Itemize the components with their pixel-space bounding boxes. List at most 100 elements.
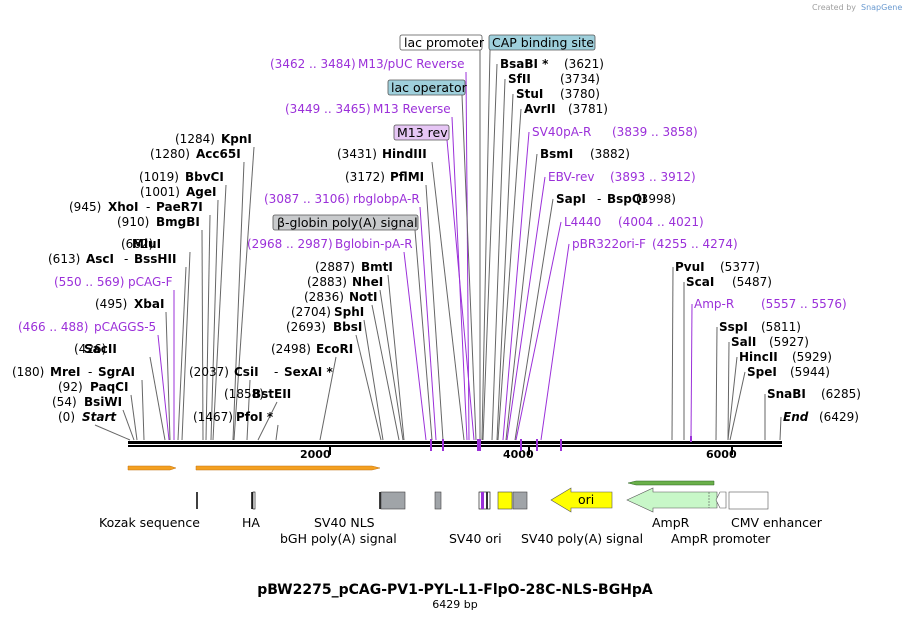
site-name-xbai[interactable]: XbaI: [134, 297, 164, 311]
site-name-stui[interactable]: StuI: [516, 87, 543, 101]
site-pos-scai[interactable]: (5487): [732, 275, 772, 289]
site-name-bmgbi[interactable]: BmgBI: [156, 215, 200, 229]
site-name-noti[interactable]: NotI: [349, 290, 378, 304]
site-name-sexai[interactable]: SexAI *: [284, 365, 333, 379]
site-name-sspi[interactable]: SspI: [719, 320, 748, 334]
site-name-sapi[interactable]: SapI: [556, 192, 586, 206]
site-name-hincii[interactable]: HincII: [739, 350, 778, 364]
site-name-m13-puc-reverse[interactable]: M13/pUC Reverse: [358, 57, 465, 71]
site-pos-sapi[interactable]: (3998): [636, 192, 676, 206]
bgh-polya-box[interactable]: [380, 491, 406, 510]
site-pos-ebv-rev[interactable]: (3893 .. 3912): [610, 170, 696, 184]
site-name-xhoi[interactable]: XhoI: [108, 200, 139, 214]
cmv-enhancer-box[interactable]: [728, 491, 769, 510]
site-pos-paqci[interactable]: (92): [58, 380, 83, 394]
beta-globin-box[interactable]: [272, 214, 419, 231]
site-name-bspqi[interactable]: BspQI: [607, 192, 647, 206]
site-pos-end[interactable]: (6429): [819, 410, 859, 424]
site-name-sphi[interactable]: SphI: [334, 305, 364, 319]
site-pos-sacii[interactable]: (426): [74, 342, 106, 356]
site-pos-m13-puc-reverse[interactable]: (3462 .. 3484): [270, 57, 356, 71]
site-name-sgrai[interactable]: SgrAI: [98, 365, 135, 379]
site-name-snabi[interactable]: SnaBI: [767, 387, 806, 401]
m13-rev-box[interactable]: [393, 124, 450, 141]
site-name-pflmi[interactable]: PflMI: [390, 170, 424, 184]
ori-arrow[interactable]: [550, 487, 613, 513]
site-pos-agei[interactable]: (1001): [140, 185, 180, 199]
site-name-paqci[interactable]: PaqCI: [90, 380, 128, 394]
site-pos-kpni[interactable]: (1284): [175, 132, 215, 146]
site-name-agei[interactable]: AgeI: [186, 185, 216, 199]
site-name-bsmi[interactable]: BsmI: [540, 147, 573, 161]
ampr-arrow[interactable]: [626, 487, 718, 513]
site-pos-bsmi[interactable]: (3882): [590, 147, 630, 161]
site-pos-bbsi[interactable]: (2693): [286, 320, 326, 334]
site-pos-sphi[interactable]: (2704): [291, 305, 331, 319]
site-name-ebv-rev[interactable]: EBV-rev: [548, 170, 594, 184]
site-pos-avrii[interactable]: (3781): [568, 102, 608, 116]
forward-feature-arrow[interactable]: [127, 465, 177, 471]
site-dash[interactable]: -: [124, 252, 128, 266]
credit-brand[interactable]: SnapGene: [861, 3, 902, 12]
site-dash[interactable]: -: [597, 192, 601, 206]
site-pos-m13-reverse[interactable]: (3449 .. 3465): [285, 102, 371, 116]
site-pos-snabi[interactable]: (6285): [821, 387, 861, 401]
site-name-pcaggs-5[interactable]: pCAGGS-5: [94, 320, 156, 334]
site-name-hindiii[interactable]: HindIII: [382, 147, 427, 161]
site-pos-spei[interactable]: (5944): [790, 365, 830, 379]
site-name-amp-r[interactable]: Amp-R: [694, 297, 734, 311]
sv40-ori-box[interactable]: [478, 491, 491, 510]
reverse-feature-arrow[interactable]: [627, 480, 715, 486]
site-pos-sfii[interactable]: (3734): [560, 72, 600, 86]
site-pos-l4440[interactable]: (4004 .. 4021): [618, 215, 704, 229]
site-name-rbglobpa-r[interactable]: rbglobpA-R: [353, 192, 420, 206]
site-name-paer7i[interactable]: PaeR7I: [156, 200, 203, 214]
site-pos-mrei[interactable]: (180): [12, 365, 44, 379]
site-name-bsabi[interactable]: BsaBI *: [500, 57, 549, 71]
site-pos-bbvci[interactable]: (1019): [139, 170, 179, 184]
sv40-promoter-box[interactable]: [497, 491, 513, 510]
site-name-sacii[interactable]: SacII: [84, 342, 117, 356]
beta-globin-polya-box[interactable]: [434, 491, 442, 510]
site-name-pfoi[interactable]: PfoI *: [236, 410, 274, 424]
lac-promoter-box[interactable]: [399, 34, 483, 51]
site-name-bsshii[interactable]: BssHII: [134, 252, 176, 266]
ha-box[interactable]: [252, 491, 256, 510]
site-name-scai[interactable]: ScaI: [686, 275, 714, 289]
site-pos-pvui[interactable]: (5377): [720, 260, 760, 274]
site-name-nhei[interactable]: NheI: [352, 275, 383, 289]
site-name-avrii[interactable]: AvrII: [524, 102, 556, 116]
site-pos-ecori[interactable]: (2498): [271, 342, 311, 356]
site-name-kpni[interactable]: KpnI: [221, 132, 252, 146]
site-pos-hindiii[interactable]: (3431): [337, 147, 377, 161]
site-name-mrei[interactable]: MreI: [50, 365, 80, 379]
site-name-bsiwi[interactable]: BsiWI: [84, 395, 122, 409]
site-name-l4440[interactable]: L4440: [564, 215, 601, 229]
cap-binding-site-box[interactable]: [488, 34, 596, 51]
site-pos-sali[interactable]: (5927): [769, 335, 809, 349]
site-name-bmti[interactable]: BmtI: [361, 260, 393, 274]
site-name-sali[interactable]: SalI: [731, 335, 756, 349]
site-pos-bsabi[interactable]: (3621): [564, 57, 604, 71]
site-pos-pflmi[interactable]: (3172): [345, 170, 385, 184]
site-pos-bsiwi[interactable]: (54): [52, 395, 77, 409]
site-name-asci[interactable]: AscI: [86, 252, 114, 266]
site-pos-sspi[interactable]: (5811): [761, 320, 801, 334]
site-name-start[interactable]: Start: [82, 410, 117, 424]
site-name-acc65i[interactable]: Acc65I: [196, 147, 241, 161]
site-pos-stui[interactable]: (3780): [560, 87, 600, 101]
site-pos-bmgbi[interactable]: (910): [117, 215, 149, 229]
site-name-m13-reverse[interactable]: M13 Reverse: [373, 102, 451, 116]
site-name-pbr322ori-f[interactable]: pBR322ori-F: [572, 237, 646, 251]
site-pos-bsteii[interactable]: (1858): [224, 387, 264, 401]
forward-feature-arrow[interactable]: [195, 465, 381, 471]
site-name-bbsi[interactable]: BbsI: [333, 320, 362, 334]
sv40-polya-box[interactable]: [512, 491, 528, 510]
site-name-mlui[interactable]: MluI: [132, 237, 161, 251]
site-name-sv40pa-r[interactable]: SV40pA-R: [532, 125, 591, 139]
site-pos-hincii[interactable]: (5929): [792, 350, 832, 364]
site-name-bglobin-pa-r[interactable]: Bglobin-pA-R: [335, 237, 413, 251]
site-name-spei[interactable]: SpeI: [747, 365, 777, 379]
site-pos-bglobin-pa-r[interactable]: (2968 .. 2987): [247, 237, 333, 251]
site-dash[interactable]: -: [274, 365, 278, 379]
